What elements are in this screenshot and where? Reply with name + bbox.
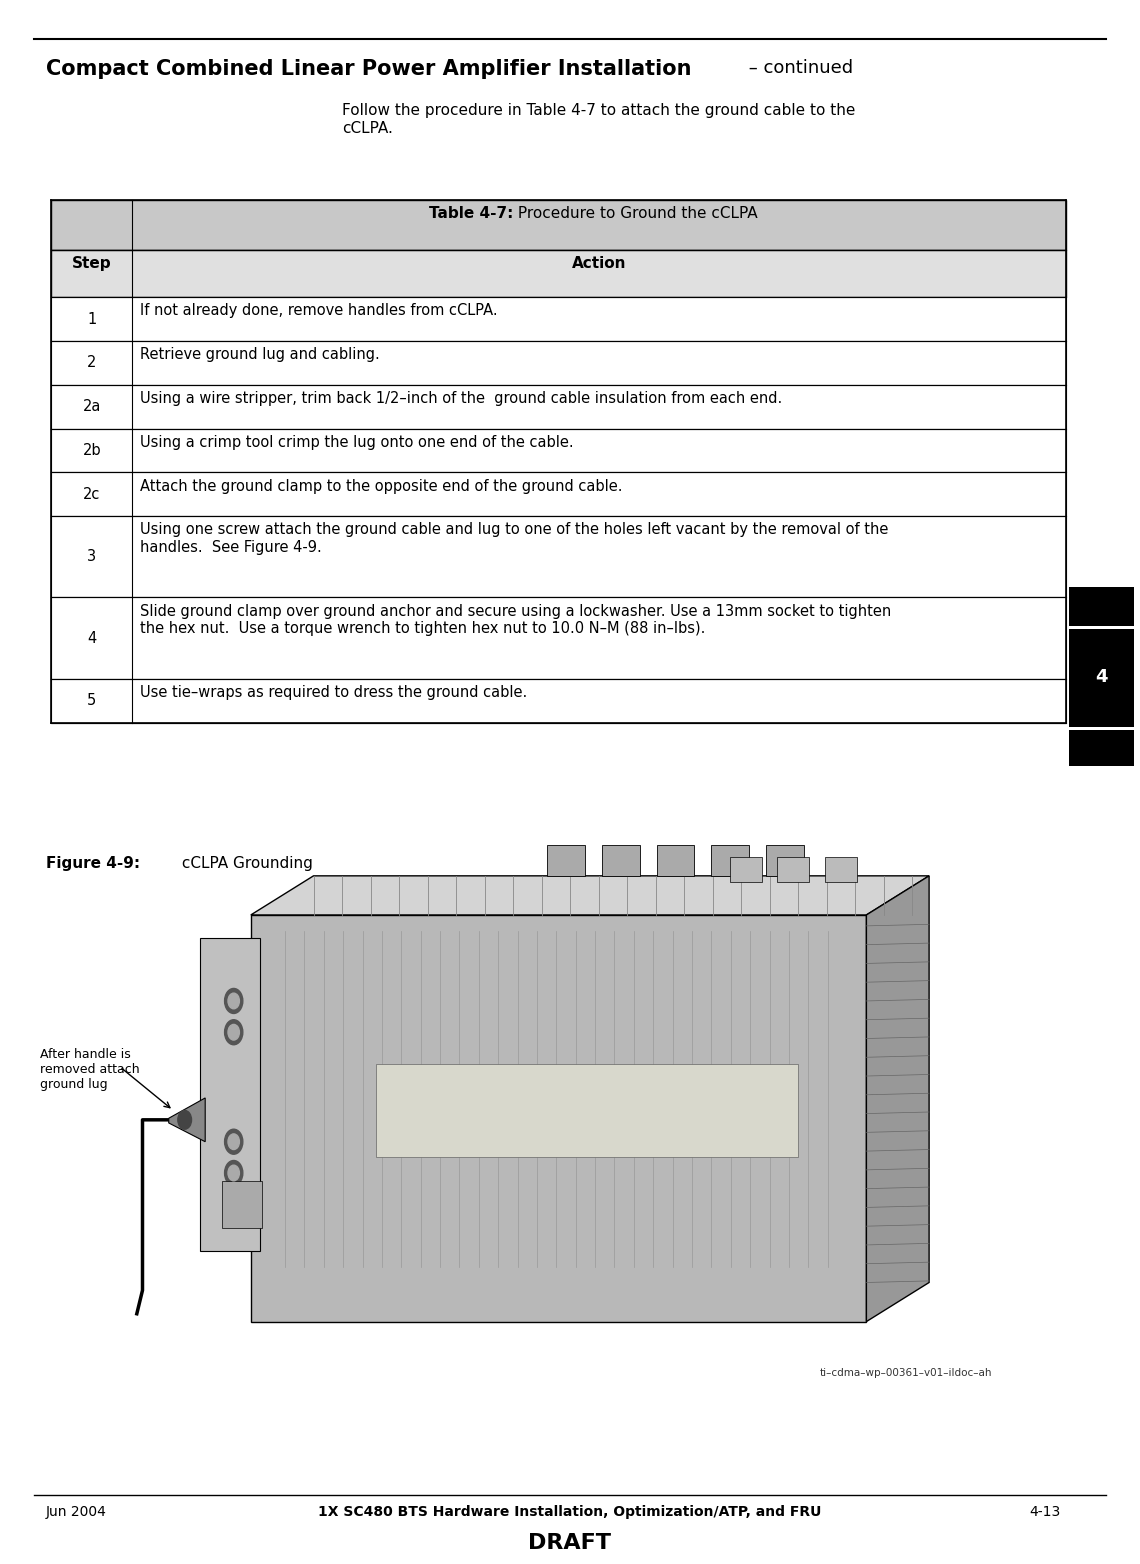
- Text: 2c: 2c: [83, 486, 100, 502]
- Polygon shape: [251, 915, 866, 1322]
- Polygon shape: [1069, 730, 1134, 766]
- Circle shape: [228, 993, 239, 1009]
- Polygon shape: [777, 857, 809, 882]
- Polygon shape: [711, 845, 749, 876]
- Polygon shape: [51, 385, 1066, 429]
- Circle shape: [225, 1020, 243, 1045]
- Text: Table 4-7:: Table 4-7:: [429, 206, 513, 222]
- Text: Jun 2004: Jun 2004: [46, 1505, 106, 1519]
- Polygon shape: [547, 845, 585, 876]
- Text: Action: Action: [572, 256, 627, 272]
- Text: Slide ground clamp over ground anchor and secure using a lockwasher. Use a 13mm : Slide ground clamp over ground anchor an…: [140, 604, 891, 637]
- Polygon shape: [825, 857, 857, 882]
- Circle shape: [228, 1024, 239, 1040]
- Circle shape: [228, 1165, 239, 1181]
- Polygon shape: [51, 250, 1066, 297]
- Text: Using a crimp tool crimp the lug onto one end of the cable.: Using a crimp tool crimp the lug onto on…: [140, 435, 575, 450]
- Text: Compact Combined Linear Power Amplifier Installation: Compact Combined Linear Power Amplifier …: [46, 59, 691, 80]
- Text: cCLPA Grounding: cCLPA Grounding: [177, 856, 312, 871]
- Polygon shape: [169, 1098, 205, 1142]
- Text: Retrieve ground lug and cabling.: Retrieve ground lug and cabling.: [140, 347, 381, 363]
- Text: Using a wire stripper, trim back 1/2–inch of the  ground cable insulation from e: Using a wire stripper, trim back 1/2–inc…: [140, 391, 783, 407]
- Polygon shape: [766, 845, 804, 876]
- Polygon shape: [376, 1064, 798, 1157]
- Circle shape: [225, 988, 243, 1013]
- Polygon shape: [730, 857, 762, 882]
- Text: 1: 1: [88, 311, 97, 327]
- Polygon shape: [251, 876, 929, 915]
- Text: If not already done, remove handles from cCLPA.: If not already done, remove handles from…: [140, 303, 498, 319]
- Text: Step: Step: [72, 256, 112, 272]
- Text: 2: 2: [87, 355, 97, 371]
- Text: ti–cdma–wp–00361–v01–ildoc–ah: ti–cdma–wp–00361–v01–ildoc–ah: [820, 1368, 992, 1378]
- Text: 4: 4: [1096, 668, 1108, 687]
- Text: DRAFT: DRAFT: [529, 1533, 611, 1553]
- Polygon shape: [602, 845, 640, 876]
- Polygon shape: [51, 472, 1066, 516]
- Text: – continued: – continued: [743, 59, 854, 78]
- Polygon shape: [51, 297, 1066, 341]
- Circle shape: [228, 1134, 239, 1150]
- Text: Figure 4-9:: Figure 4-9:: [46, 856, 140, 871]
- Polygon shape: [222, 1181, 262, 1228]
- Circle shape: [225, 1129, 243, 1154]
- Circle shape: [178, 1110, 192, 1129]
- Polygon shape: [51, 429, 1066, 472]
- Text: Follow the procedure in Table 4-7 to attach the ground cable to the
cCLPA.: Follow the procedure in Table 4-7 to att…: [342, 103, 855, 136]
- Text: After handle is
removed attach
ground lug: After handle is removed attach ground lu…: [40, 1048, 139, 1090]
- Text: 4: 4: [88, 630, 97, 646]
- Polygon shape: [200, 938, 260, 1251]
- Polygon shape: [1069, 586, 1134, 626]
- Polygon shape: [51, 597, 1066, 679]
- Text: Use tie–wraps as required to dress the ground cable.: Use tie–wraps as required to dress the g…: [140, 685, 528, 701]
- Circle shape: [225, 1160, 243, 1186]
- Polygon shape: [51, 200, 1066, 250]
- Text: Using one screw attach the ground cable and lug to one of the holes left vacant : Using one screw attach the ground cable …: [140, 522, 889, 555]
- Polygon shape: [51, 516, 1066, 597]
- Polygon shape: [657, 845, 694, 876]
- Text: 5: 5: [88, 693, 97, 708]
- Text: Attach the ground clamp to the opposite end of the ground cable.: Attach the ground clamp to the opposite …: [140, 479, 622, 494]
- Polygon shape: [866, 876, 929, 1322]
- Polygon shape: [51, 679, 1066, 723]
- Text: 3: 3: [88, 549, 97, 565]
- Text: Procedure to Ground the cCLPA: Procedure to Ground the cCLPA: [513, 206, 758, 222]
- Text: 4-13: 4-13: [1029, 1505, 1060, 1519]
- Polygon shape: [1069, 629, 1134, 727]
- Text: 2b: 2b: [82, 443, 101, 458]
- Polygon shape: [51, 341, 1066, 385]
- Text: 2a: 2a: [83, 399, 101, 414]
- Text: 1X SC480 BTS Hardware Installation, Optimization/ATP, and FRU: 1X SC480 BTS Hardware Installation, Opti…: [318, 1505, 822, 1519]
